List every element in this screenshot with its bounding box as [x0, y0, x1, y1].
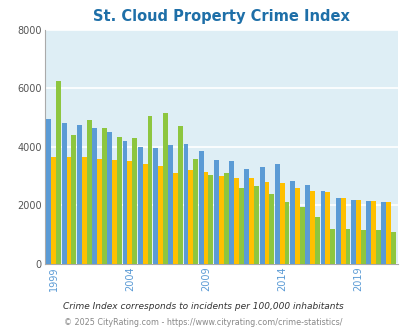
Bar [228, 161, 233, 264]
Bar [244, 169, 249, 264]
Bar [350, 200, 355, 264]
Bar [213, 160, 218, 264]
Bar [370, 201, 375, 264]
Bar [284, 203, 289, 264]
Bar [289, 181, 294, 264]
Bar [223, 173, 228, 264]
Bar [279, 183, 284, 264]
Bar [132, 138, 137, 264]
Bar [360, 230, 364, 264]
Bar [233, 178, 238, 264]
Bar [198, 151, 203, 264]
Bar [168, 146, 173, 264]
Bar [92, 128, 97, 264]
Bar [122, 141, 127, 264]
Bar [365, 201, 370, 264]
Bar [264, 182, 269, 264]
Bar [325, 192, 330, 264]
Bar [173, 173, 177, 264]
Text: Crime Index corresponds to incidents per 100,000 inhabitants: Crime Index corresponds to incidents per… [62, 302, 343, 311]
Bar [249, 178, 254, 264]
Bar [355, 200, 360, 264]
Bar [386, 203, 390, 264]
Bar [203, 172, 208, 264]
Bar [269, 194, 274, 264]
Bar [320, 191, 325, 264]
Bar [299, 207, 304, 264]
Bar [238, 188, 243, 264]
Bar [380, 203, 386, 264]
Bar [177, 126, 182, 264]
Bar [314, 217, 319, 264]
Title: St. Cloud Property Crime Index: St. Cloud Property Crime Index [93, 9, 349, 24]
Bar [254, 186, 258, 264]
Bar [102, 128, 107, 264]
Bar [97, 159, 102, 264]
Bar [335, 198, 340, 264]
Bar [294, 188, 299, 264]
Bar [62, 123, 66, 264]
Bar [274, 164, 279, 264]
Bar [56, 81, 61, 264]
Bar [158, 166, 162, 264]
Bar [188, 170, 193, 264]
Bar [66, 157, 71, 264]
Bar [81, 157, 87, 264]
Bar [117, 137, 121, 264]
Bar [162, 113, 167, 264]
Bar [375, 230, 380, 264]
Bar [218, 176, 223, 264]
Bar [153, 148, 158, 264]
Text: © 2025 CityRating.com - https://www.cityrating.com/crime-statistics/: © 2025 CityRating.com - https://www.city… [64, 318, 341, 327]
Bar [208, 175, 213, 264]
Bar [142, 164, 147, 264]
Bar [46, 119, 51, 264]
Bar [340, 198, 345, 264]
Bar [127, 161, 132, 264]
Bar [77, 125, 81, 264]
Bar [345, 229, 350, 264]
Bar [147, 116, 152, 264]
Bar [87, 120, 92, 264]
Bar [309, 191, 314, 264]
Bar [112, 160, 117, 264]
Bar [51, 157, 56, 264]
Bar [71, 135, 76, 264]
Bar [390, 232, 395, 264]
Bar [259, 167, 264, 264]
Bar [107, 132, 112, 264]
Bar [193, 159, 198, 264]
Bar [137, 147, 143, 264]
Bar [305, 185, 309, 264]
Bar [183, 144, 188, 264]
Bar [329, 229, 334, 264]
